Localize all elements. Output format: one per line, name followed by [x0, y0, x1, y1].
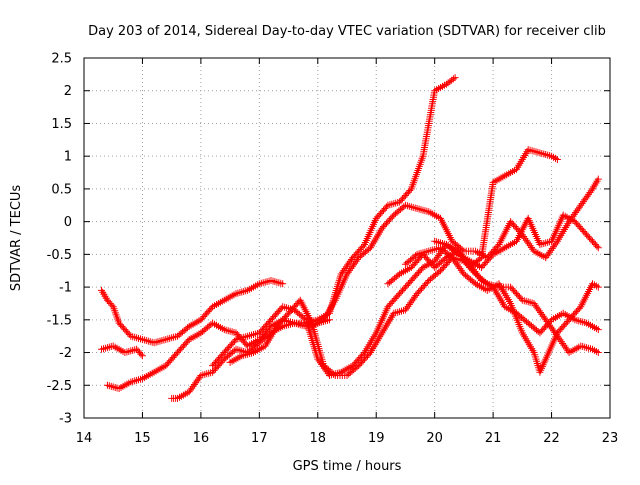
tick-marks — [83, 57, 611, 419]
x-tick-label: 19 — [368, 431, 385, 446]
x-tick-label: 21 — [485, 431, 502, 446]
x-tick-label: 15 — [134, 431, 151, 446]
x-tick-label: 14 — [76, 431, 93, 446]
series-track-9 — [401, 244, 602, 376]
y-tick-label: 2.5 — [51, 52, 72, 67]
series-track-7 — [308, 175, 602, 330]
plot-frame — [83, 57, 611, 419]
x-tick-labels: 14 15 16 17 18 19 20 21 22 23 — [76, 431, 619, 446]
y-tick-label: -3 — [59, 412, 72, 427]
y-tick-label: 0 — [64, 215, 72, 230]
series-track-5 — [209, 146, 561, 379]
y-tick-labels: 2.5 2 1.5 1 0.5 0 -0.5 -1 -1.5 -2 -2.5 -3 — [47, 52, 72, 427]
y-tick-label: 2 — [64, 84, 72, 99]
data-layer — [98, 74, 602, 402]
plus-markers — [98, 277, 287, 347]
y-tick-label: 0.5 — [51, 182, 72, 197]
y-tick-label: -1 — [59, 281, 72, 296]
grid — [84, 58, 610, 418]
x-tick-label: 18 — [310, 431, 327, 446]
y-tick-label: 1 — [64, 150, 72, 165]
plus-markers — [209, 146, 561, 379]
y-tick-label: -2.5 — [47, 379, 72, 394]
y-axis-label: SDTVAR / TECUs — [9, 185, 24, 292]
series-track-6 — [226, 254, 602, 379]
series-track-1 — [98, 277, 287, 347]
plus-markers — [98, 342, 146, 360]
x-tick-label: 22 — [543, 431, 560, 446]
x-tick-label: 23 — [602, 431, 619, 446]
plus-markers — [431, 211, 602, 271]
x-tick-label: 17 — [251, 431, 268, 446]
series-line — [171, 77, 456, 399]
series-track-2 — [98, 342, 146, 360]
plus-markers — [401, 244, 602, 376]
y-tick-label: -0.5 — [47, 248, 72, 263]
y-tick-label: -1.5 — [47, 313, 72, 328]
x-axis-label: GPS time / hours — [293, 459, 402, 474]
chart-title: Day 203 of 2014, Sidereal Day-to-day VTE… — [88, 24, 606, 39]
series-track-10 — [431, 211, 602, 271]
x-tick-label: 20 — [426, 431, 443, 446]
plus-markers — [226, 254, 602, 379]
y-tick-label: 1.5 — [51, 117, 72, 132]
x-tick-label: 16 — [193, 431, 210, 446]
y-tick-label: -2 — [59, 346, 72, 361]
